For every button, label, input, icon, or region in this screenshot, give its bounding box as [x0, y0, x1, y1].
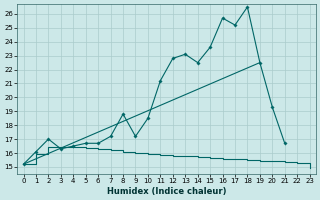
- X-axis label: Humidex (Indice chaleur): Humidex (Indice chaleur): [107, 187, 226, 196]
